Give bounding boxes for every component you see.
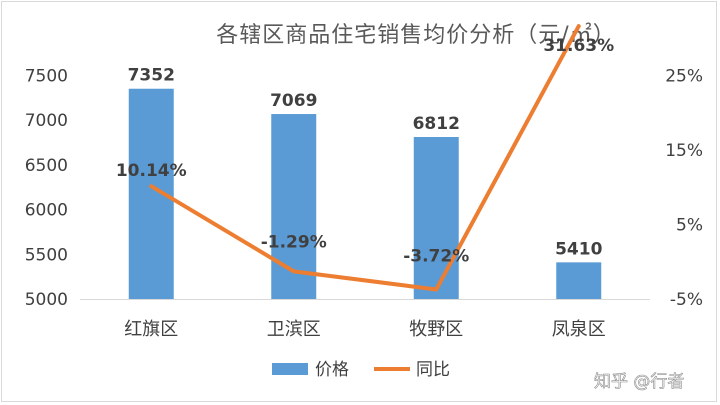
left-axis-tick-label: 7500 — [25, 67, 68, 87]
left-axis-tick-label: 7000 — [25, 111, 68, 131]
bar-data-label: 7352 — [128, 66, 175, 86]
category-label: 牧野区 — [409, 319, 463, 340]
category-axis: 红旗区 卫滨区 牧野区 凤泉区 — [124, 319, 606, 340]
line-data-label: -1.29% — [261, 232, 327, 252]
bar-data-label: 6812 — [413, 114, 460, 134]
left-axis-tick-label: 6500 — [25, 156, 68, 176]
legend-swatch-price — [272, 363, 308, 375]
bar-data-label: 7069 — [270, 91, 317, 111]
watermark-text: 知乎 @行者 — [594, 372, 684, 392]
category-label: 卫滨区 — [267, 319, 321, 340]
legend-label-yoy: 同比 — [416, 360, 450, 380]
bar — [413, 137, 459, 299]
left-axis-tick-label: 6000 — [25, 201, 68, 221]
line-series: 10.14% -1.29% -3.72% 31.63% — [116, 24, 614, 292]
left-axis-tick-label: 5000 — [25, 290, 68, 310]
right-axis: -5% 5% 15% 25% — [665, 67, 703, 311]
bar-data-label: 5410 — [555, 239, 602, 259]
left-axis-tick-label: 5500 — [25, 245, 68, 265]
right-axis-tick-label: 5% — [676, 216, 703, 236]
bar-series: 7352 7069 6812 5410 — [80, 66, 650, 300]
legend-label-price: 价格 — [315, 360, 349, 380]
yoy-line — [149, 24, 581, 292]
bar — [271, 114, 317, 299]
bar — [556, 262, 602, 299]
right-axis-tick-label: -5% — [670, 290, 703, 310]
left-axis: 5000 5500 6000 6500 7000 7500 — [25, 67, 68, 311]
right-axis-tick-label: 15% — [665, 141, 703, 161]
chart-title: 各辖区商品住宅销售均价分析（元/㎡） — [216, 22, 615, 48]
legend: 价格 同比 — [272, 360, 450, 380]
right-axis-tick-label: 25% — [665, 67, 703, 87]
line-data-label: 10.14% — [116, 161, 187, 181]
category-label: 凤泉区 — [552, 319, 606, 340]
line-data-label: 31.63% — [543, 36, 614, 56]
category-label: 红旗区 — [124, 319, 178, 340]
line-data-label: -3.72% — [403, 246, 469, 266]
